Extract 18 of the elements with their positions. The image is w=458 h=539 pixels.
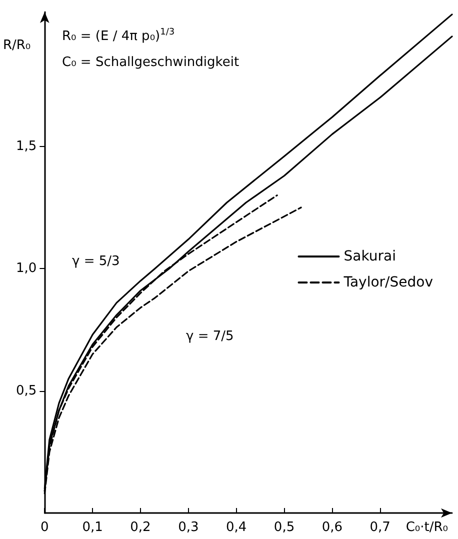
y-tick-label: 1,5 — [16, 138, 37, 154]
y-tick-label: 0,5 — [16, 383, 37, 398]
x-tick-label: 0,4 — [226, 520, 247, 535]
y-axis-title: R/R₀ — [2, 38, 31, 53]
x-tick-label: 0,1 — [82, 520, 103, 535]
x-tick-label: 0,7 — [370, 520, 390, 535]
x-tick-label: 0,5 — [274, 520, 295, 535]
x-axis-title: C₀·t/R₀ — [406, 520, 448, 535]
annotation: γ = 5/3 — [72, 254, 120, 269]
x-tick-label: 0,2 — [130, 520, 151, 535]
x-tick-label: 0,6 — [322, 520, 343, 535]
x-tick-label: 0 — [40, 520, 49, 535]
legend-label: Sakurai — [344, 248, 396, 264]
x-tick-label: 0,3 — [178, 520, 199, 535]
annotation: C₀ = Schallgeschwindigkeit — [62, 55, 240, 70]
legend-label: Taylor/Sedov — [342, 274, 433, 290]
y-tick-label: 1,0 — [16, 261, 37, 276]
annotation: γ = 7/5 — [186, 329, 234, 344]
